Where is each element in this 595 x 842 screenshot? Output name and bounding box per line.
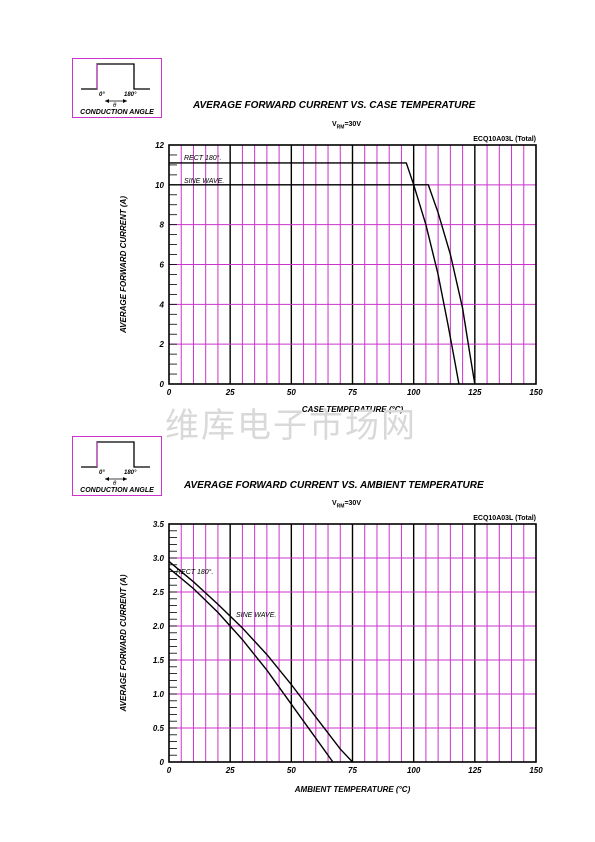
- series-line-sine-wave: [169, 184, 476, 385]
- y-tick-label: 4: [159, 300, 165, 309]
- y-tick-label: 0: [160, 380, 165, 389]
- series-line-rect-180: [168, 567, 334, 763]
- y-tick-label: 3.0: [153, 554, 165, 563]
- conduction-angle-caption: CONDUCTION ANGLE: [80, 109, 154, 116]
- angle-180-label: 180°: [124, 470, 137, 476]
- series-line-sine-wave: [168, 560, 354, 763]
- y-tick-label: 2.0: [152, 622, 165, 631]
- x-tick-label: 50: [287, 388, 296, 397]
- x-tick-label: 150: [529, 766, 543, 775]
- conduction-waveform-icon: 0° 180° θ: [81, 441, 150, 487]
- x-tick-label: 100: [407, 388, 421, 397]
- x-tick-label: 25: [225, 766, 235, 775]
- y-tick-label: 1.5: [153, 656, 165, 665]
- y-tick-label: 2.5: [152, 588, 165, 597]
- y-tick-label: 10: [155, 181, 164, 190]
- x-tick-label: 50: [287, 766, 296, 775]
- y-tick-label: 6: [160, 261, 165, 270]
- series-label: RECT 180°.: [176, 568, 213, 576]
- x-axis-label: AMBIENT TEMPERATURE (°C): [294, 785, 411, 794]
- model-label: ECQ10A03L (Total): [473, 515, 536, 522]
- angle-0-label: 0°: [99, 92, 105, 98]
- y-axis-label: AVERAGE FORWARD CURRENT (A): [119, 196, 128, 334]
- x-tick-label: 0: [167, 388, 172, 397]
- model-label: ECQ10A03L (Total): [473, 136, 536, 143]
- series-label: RECT 180°.: [184, 154, 221, 162]
- x-tick-label: 150: [529, 388, 543, 397]
- conduction-angle-diagram: 0° 180° θ CONDUCTION ANGLE: [72, 436, 162, 496]
- x-tick-label: 100: [407, 766, 421, 775]
- y-tick-label: 1.0: [153, 690, 165, 699]
- conduction-angle-diagram: 0° 180° θ CONDUCTION ANGLE: [72, 58, 162, 118]
- x-tick-label: 75: [348, 388, 357, 397]
- theta-label: θ: [113, 481, 117, 487]
- y-tick-label: 12: [155, 141, 164, 150]
- theta-label: θ: [113, 103, 117, 109]
- conduction-waveform-icon: 0° 180° θ: [81, 63, 150, 109]
- plot-frame: [168, 144, 537, 385]
- x-tick-label: 25: [225, 388, 235, 397]
- chart-1-vrm: VRM=30V: [332, 121, 361, 131]
- watermark: 维库电子市场网: [165, 406, 417, 446]
- y-tick-label: 8: [160, 221, 165, 230]
- series-label: SINE WAVE.: [184, 178, 224, 185]
- chart-1-title: AVERAGE FORWARD CURRENT VS. CASE TEMPERA…: [193, 100, 476, 111]
- angle-180-label: 180°: [124, 92, 137, 98]
- x-tick-label: 0: [167, 766, 172, 775]
- chart-2-title: AVERAGE FORWARD CURRENT VS. AMBIENT TEMP…: [184, 480, 484, 491]
- series-line-rect-180: [169, 162, 460, 385]
- y-tick-label: 2: [159, 340, 165, 349]
- y-tick-label: 3.5: [153, 520, 165, 529]
- x-tick-label: 125: [468, 388, 482, 397]
- plot-frame: [168, 523, 537, 763]
- angle-0-label: 0°: [99, 470, 105, 476]
- y-tick-label: 0.5: [153, 724, 165, 733]
- conduction-angle-caption: CONDUCTION ANGLE: [80, 487, 154, 494]
- chart-2-vrm: VRM=30V: [332, 500, 361, 510]
- y-axis-label: AVERAGE FORWARD CURRENT (A): [119, 574, 128, 712]
- series-label: SINE WAVE.: [236, 612, 276, 619]
- x-tick-label: 75: [348, 766, 357, 775]
- x-tick-label: 125: [468, 766, 482, 775]
- y-tick-label: 0: [160, 758, 165, 767]
